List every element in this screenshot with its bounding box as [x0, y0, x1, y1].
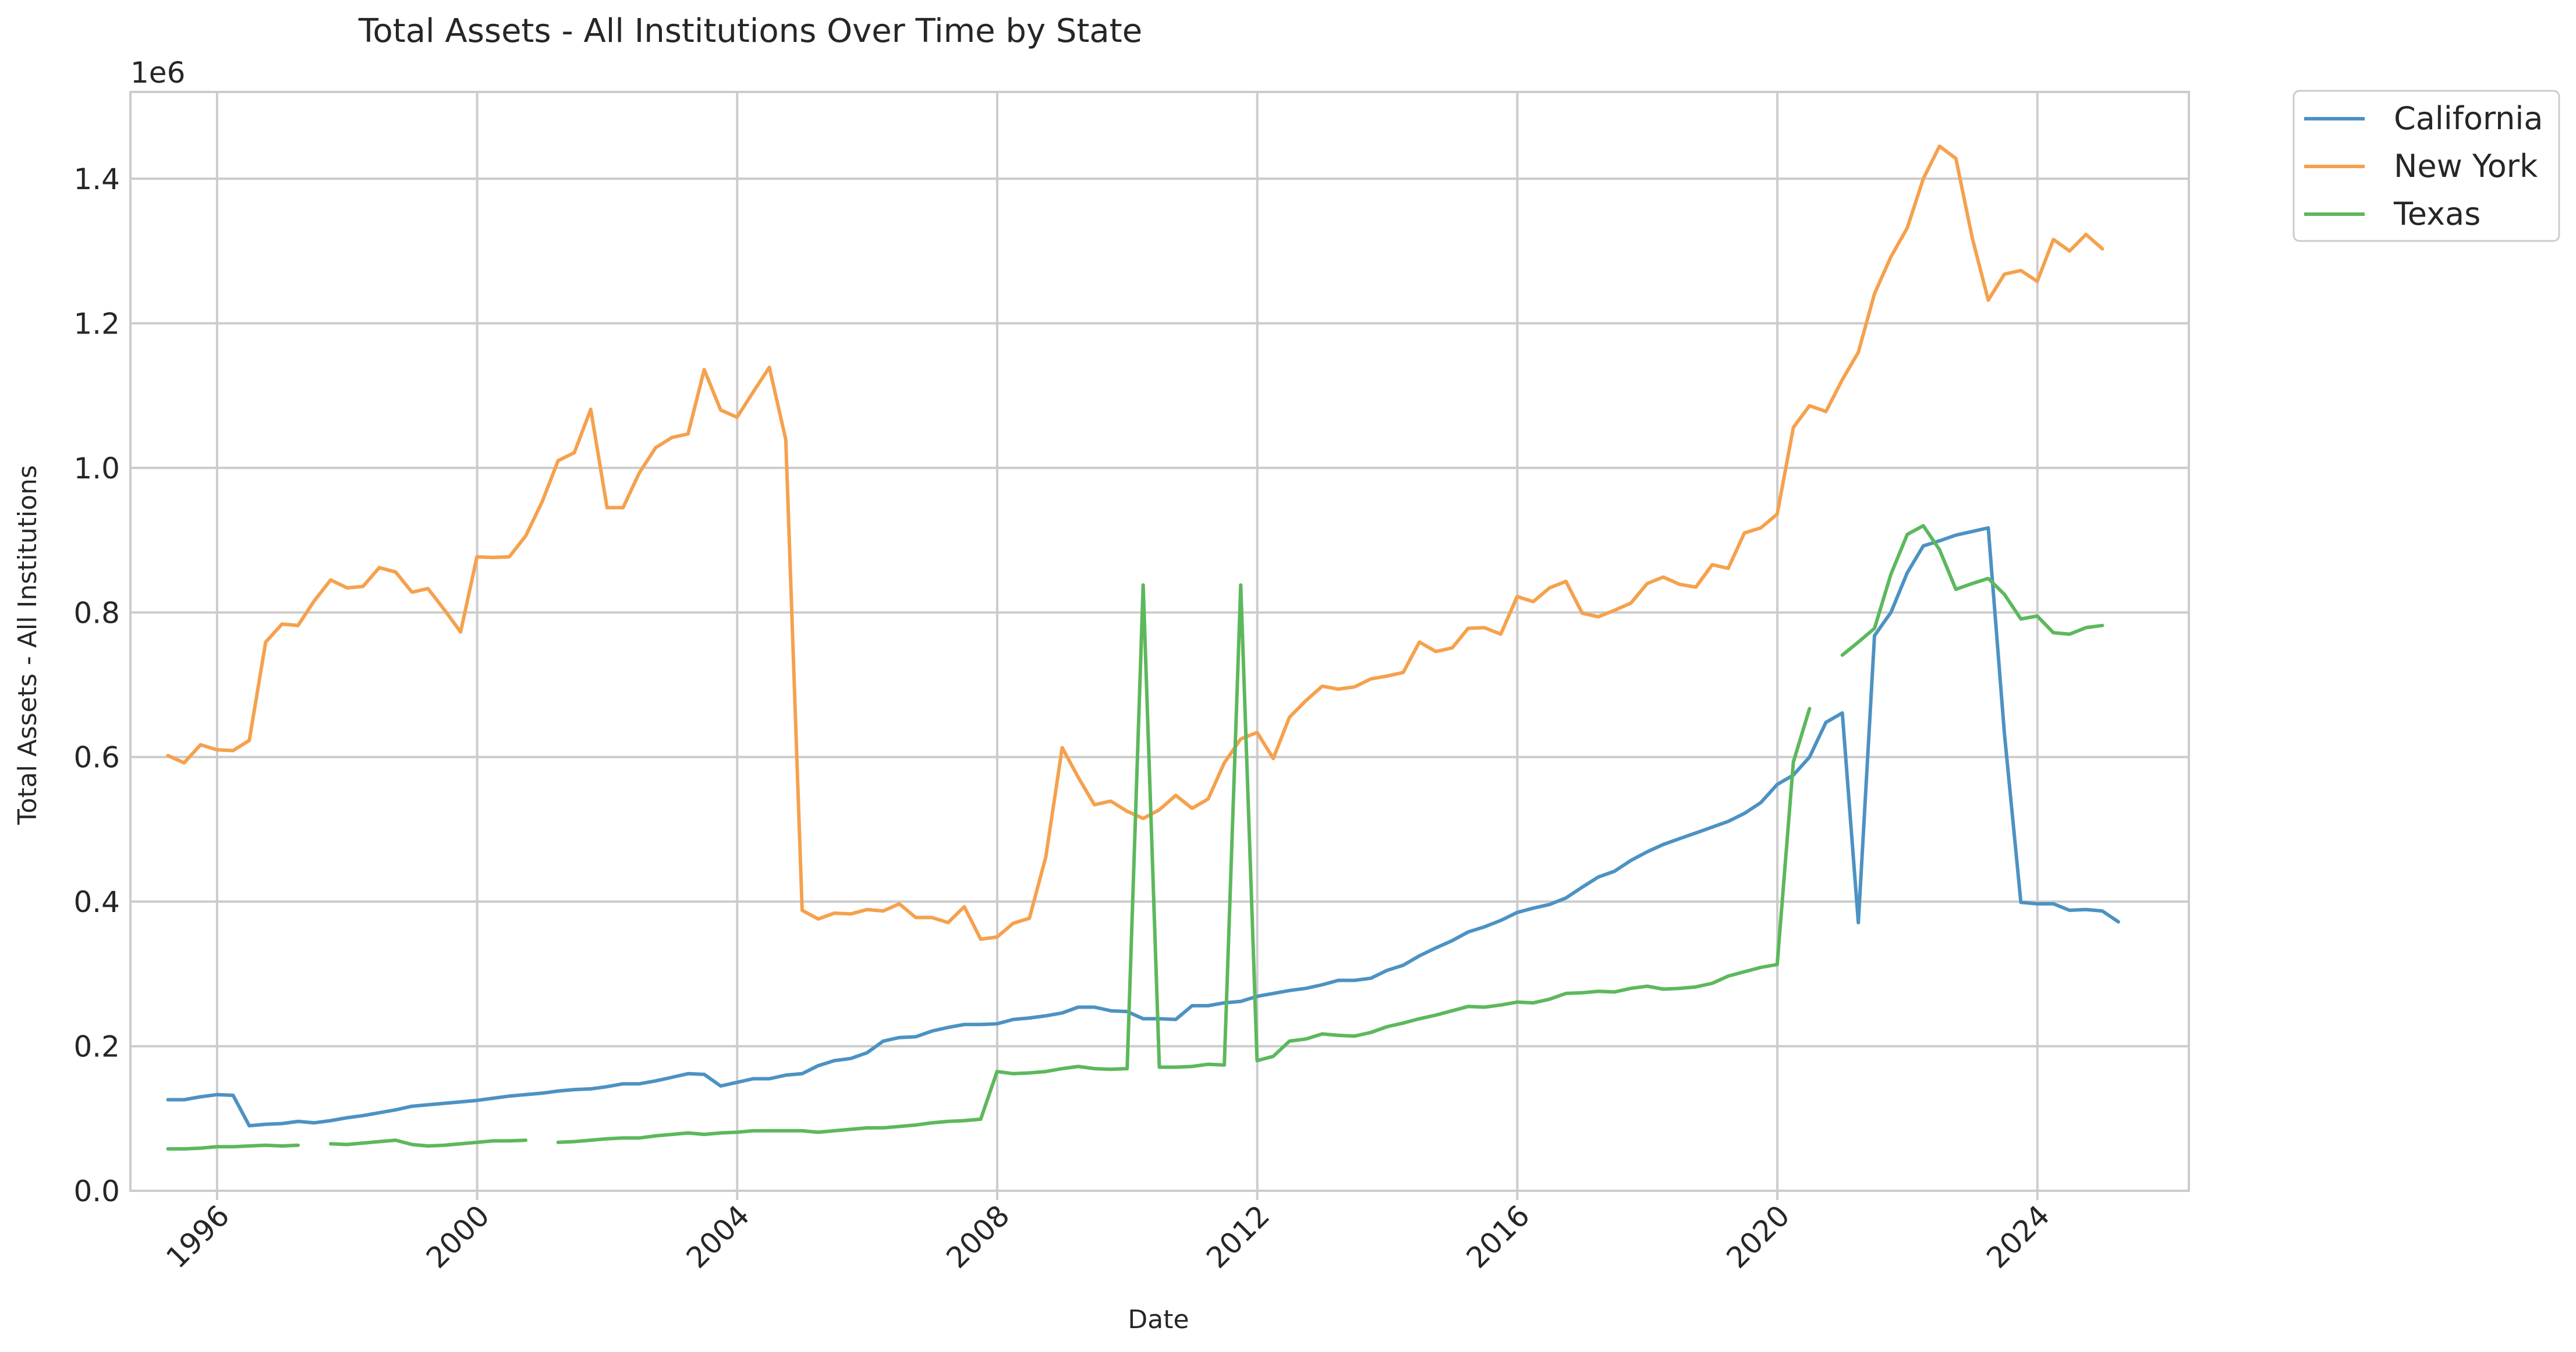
y-tick-label: 1.2	[73, 307, 120, 340]
plot-area-frame	[129, 91, 2190, 1192]
legend: California New York Texas	[2292, 90, 2560, 242]
legend-label-new-york: New York	[2394, 148, 2538, 184]
y-tick-label: 1.0	[73, 452, 120, 485]
y-tick-label: 0.0	[73, 1174, 120, 1208]
y-tick-label: 0.8	[73, 596, 120, 630]
series-line-texas	[166, 524, 2104, 1151]
series-lines	[166, 144, 2120, 1151]
y-axis-multiplier: 1e6	[130, 56, 185, 90]
chart-title: Total Assets - All Institutions Over Tim…	[358, 12, 1142, 50]
x-axis-title: Date	[1128, 1305, 1189, 1335]
legend-label-texas: Texas	[2393, 196, 2481, 232]
y-tick-label: 1.4	[73, 162, 120, 196]
legend-label-california: California	[2394, 100, 2543, 137]
legend-frame	[2292, 90, 2560, 242]
y-axis-tick-labels: 0.0 0.2 0.4 0.6 0.8 1.0 1.2 1.4	[73, 162, 120, 1208]
y-axis-title: Total Assets - All Institutions	[13, 465, 42, 825]
y-tick-label: 0.4	[73, 885, 120, 919]
y-tick-label: 0.2	[73, 1030, 120, 1064]
y-tick-label: 0.6	[73, 741, 120, 775]
